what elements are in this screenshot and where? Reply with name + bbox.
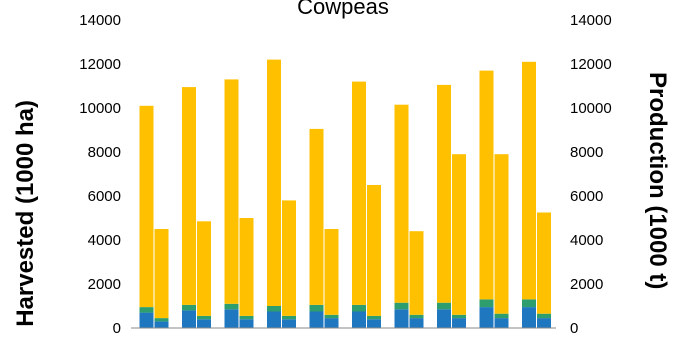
bar-production-group-8-segment-2 [452, 314, 466, 319]
ticks-layer: 0 2000 4000 6000 8000 10000 12000 14000 0 2000 400… [79, 12, 611, 337]
bar-production-group-5-segment-2 [324, 314, 339, 319]
y-tick-right-12000: 12000 [570, 56, 612, 73]
y-tick-right-14000: 14000 [570, 12, 612, 29]
bar-production-group-6-segment-2 [367, 315, 381, 320]
bar-harvested-group-10-segment-1 [522, 307, 536, 328]
bar-production-group-6-segment-3 [367, 185, 381, 316]
bar-harvested-group-5-segment-1 [309, 311, 324, 328]
y-tick-left-14000: 14000 [79, 12, 121, 29]
bar-production-group-9-segment-2 [494, 313, 509, 319]
bar-harvested-group-10-segment-2 [522, 299, 536, 308]
y-tick-right-4000: 4000 [570, 232, 603, 249]
bar-harvested-group-1-segment-1 [139, 312, 154, 328]
bar-production-group-2-segment-1 [197, 319, 211, 328]
bar-production-group-4-segment-3 [282, 200, 296, 316]
y-tick-left-6000: 6000 [88, 188, 121, 205]
bar-harvested-group-9-segment-2 [479, 299, 494, 308]
bars-layer [139, 59, 551, 328]
bar-harvested-group-8-segment-1 [437, 309, 451, 328]
y-tick-left-0: 0 [113, 320, 121, 337]
bar-production-group-9-segment-1 [494, 318, 509, 328]
bar-production-group-5-segment-1 [324, 318, 339, 328]
bar-production-group-7-segment-3 [409, 231, 424, 315]
bar-harvested-group-9-segment-3 [479, 70, 494, 300]
bar-harvested-group-5-segment-3 [309, 128, 324, 305]
bar-production-group-6-segment-1 [367, 319, 381, 328]
bar-production-group-10-segment-2 [537, 313, 551, 319]
bar-production-group-8-segment-3 [452, 154, 466, 315]
bar-production-group-7-segment-2 [409, 314, 424, 319]
bar-production-group-5-segment-3 [324, 229, 339, 315]
bar-harvested-group-7-segment-1 [394, 309, 409, 328]
y-tick-right-6000: 6000 [570, 188, 603, 205]
bar-harvested-group-2-segment-2 [182, 304, 196, 311]
y-tick-left-10000: 10000 [79, 100, 121, 117]
bar-production-group-1-segment-2 [154, 318, 169, 322]
bar-harvested-group-6-segment-2 [352, 304, 366, 312]
y-tick-right-2000: 2000 [570, 276, 603, 293]
bar-harvested-group-3-segment-1 [224, 309, 239, 328]
bar-harvested-group-4-segment-1 [267, 311, 281, 328]
bar-harvested-group-9-segment-1 [479, 307, 494, 328]
bar-harvested-group-2-segment-3 [182, 87, 196, 305]
bar-production-group-1-segment-3 [154, 229, 169, 319]
bar-harvested-group-7-segment-2 [394, 302, 409, 310]
bar-production-group-4-segment-2 [282, 315, 296, 320]
bar-production-group-8-segment-1 [452, 318, 466, 328]
bar-harvested-group-7-segment-3 [394, 104, 409, 303]
y-tick-left-12000: 12000 [79, 56, 121, 73]
bar-production-group-3-segment-2 [239, 315, 254, 320]
y-tick-left-2000: 2000 [88, 276, 121, 293]
bar-harvested-group-10-segment-3 [522, 61, 536, 300]
bar-production-group-10-segment-3 [537, 212, 551, 314]
bar-production-group-7-segment-1 [409, 318, 424, 328]
bar-harvested-group-2-segment-1 [182, 310, 196, 328]
bar-production-group-2-segment-2 [197, 315, 211, 320]
y-axis-title-left: Harvested (1000 ha) [12, 100, 39, 327]
bar-harvested-group-3-segment-3 [224, 79, 239, 304]
y-axis-title-right: Production (1000 t) [644, 72, 671, 289]
bar-harvested-group-3-segment-2 [224, 303, 239, 310]
bar-harvested-group-8-segment-2 [437, 302, 451, 310]
bar-harvested-group-4-segment-2 [267, 306, 281, 312]
bar-harvested-group-4-segment-3 [267, 59, 281, 306]
y-tick-left-4000: 4000 [88, 232, 121, 249]
bar-production-group-10-segment-1 [537, 318, 551, 328]
bar-harvested-group-6-segment-3 [352, 81, 366, 305]
bar-harvested-group-1-segment-3 [139, 105, 154, 308]
y-tick-right-8000: 8000 [570, 144, 603, 161]
bar-harvested-group-1-segment-2 [139, 307, 154, 313]
bar-production-group-9-segment-3 [494, 154, 509, 314]
bar-production-group-3-segment-1 [239, 319, 254, 328]
y-tick-right-0: 0 [570, 320, 578, 337]
bar-harvested-group-5-segment-2 [309, 304, 324, 312]
y-tick-right-10000: 10000 [570, 100, 612, 117]
bar-production-group-2-segment-3 [197, 221, 211, 316]
bar-production-group-4-segment-1 [282, 319, 296, 328]
bar-production-group-3-segment-3 [239, 218, 254, 316]
bar-production-group-1-segment-1 [154, 321, 169, 328]
bar-harvested-group-8-segment-3 [437, 84, 451, 303]
bar-harvested-group-6-segment-1 [352, 311, 366, 328]
chart-title: Cowpeas [297, 0, 389, 19]
y-tick-left-8000: 8000 [88, 144, 121, 161]
